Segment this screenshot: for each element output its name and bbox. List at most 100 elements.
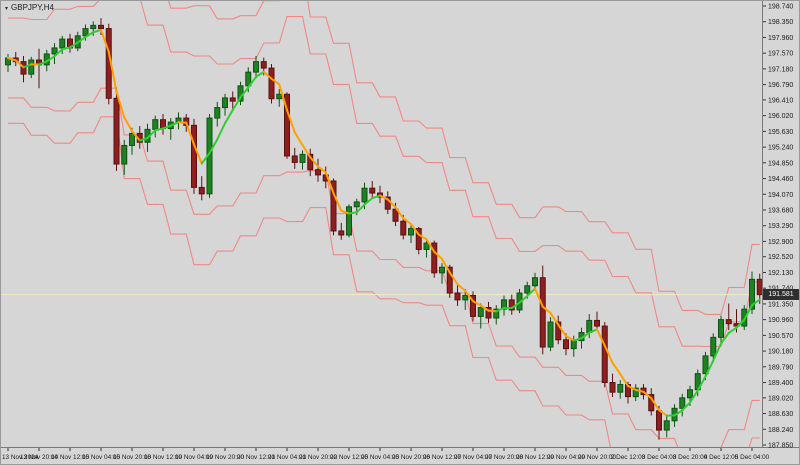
- plot-area[interactable]: [0, 0, 762, 465]
- ma-segment: [177, 121, 188, 124]
- ma-segment: [487, 309, 498, 313]
- candle-body: [493, 308, 500, 319]
- candle-body: [539, 277, 546, 348]
- ma-segment: [379, 194, 389, 201]
- candle: [51, 43, 58, 65]
- price-tick-label: 189.790: [768, 364, 793, 371]
- ma-segment: [696, 375, 707, 392]
- candle: [214, 101, 221, 127]
- price-tick-label: 192.130: [768, 270, 793, 277]
- candle-body: [152, 119, 159, 130]
- ma-segment: [619, 373, 629, 387]
- candle: [113, 87, 120, 171]
- candle: [315, 158, 321, 182]
- ma-segment: [193, 143, 203, 165]
- time-tick-label: 22 Nov 12:00: [330, 454, 368, 461]
- candle-body: [663, 420, 670, 431]
- candle-body: [547, 321, 554, 348]
- price-tick-label: 194.460: [768, 176, 793, 183]
- ma-segment: [720, 331, 730, 345]
- price-tick-label: 196.790: [768, 82, 793, 89]
- current-price-tag: 191.581: [763, 289, 799, 301]
- ma-segment: [286, 109, 296, 134]
- ma-segment: [402, 217, 412, 226]
- price-tick-label: 196.020: [768, 113, 793, 120]
- ma-segment: [107, 50, 118, 93]
- band-upper-outer: [168, 1, 760, 315]
- ma-segment: [549, 312, 560, 326]
- candle: [415, 226, 422, 255]
- ma-segment: [84, 31, 95, 39]
- time-tick-label: 29 Nov 20:00: [578, 454, 616, 461]
- price-tick-label: 198.350: [768, 19, 793, 26]
- time-tick-label: 2 Dec 12:00: [611, 454, 646, 461]
- ma-segment: [14, 59, 25, 69]
- candle-body: [198, 186, 205, 195]
- price-tick-label: 192.900: [768, 239, 793, 246]
- time-tick-label: 3 Dec 04:00: [642, 454, 677, 461]
- candle: [508, 294, 515, 315]
- candle: [268, 64, 275, 104]
- band-lower-outer: [8, 116, 760, 447]
- time-tick-label: 5 Dec 04:00: [735, 454, 770, 461]
- ma-segment: [355, 203, 366, 214]
- candle: [431, 240, 438, 278]
- candle: [555, 315, 562, 345]
- candle-body: [361, 187, 368, 203]
- price-tick-label: 190.960: [768, 317, 793, 324]
- ma-segment: [642, 390, 653, 400]
- ma-segment: [45, 55, 56, 63]
- price-tick-label: 189.400: [768, 380, 793, 387]
- candle-body: [532, 277, 538, 287]
- time-tick-label: 27 Nov 20:00: [485, 454, 523, 461]
- candle: [594, 311, 600, 331]
- candle-body: [369, 187, 376, 194]
- candle-body: [423, 242, 430, 250]
- candle: [485, 301, 492, 323]
- candle: [741, 305, 748, 331]
- ma-segment: [410, 223, 420, 236]
- band-upper-inner: [8, 1, 760, 348]
- price-tick-label: 197.180: [768, 66, 793, 73]
- ma-segment: [154, 127, 164, 132]
- candle: [718, 315, 724, 344]
- price-tick-label: 197.960: [768, 35, 793, 42]
- candle: [284, 92, 290, 159]
- candle-body: [260, 61, 267, 69]
- candle: [477, 303, 484, 329]
- price-tick-label: 194.850: [768, 160, 793, 167]
- candle-body: [214, 107, 221, 119]
- ma-line: [7, 28, 761, 417]
- candle-body: [656, 410, 662, 431]
- candle-body: [121, 144, 128, 165]
- time-tick-label: 13 Nov 20:00: [20, 454, 58, 461]
- ma-segment: [704, 359, 715, 378]
- candle-body: [268, 67, 275, 100]
- ma-segment: [394, 206, 405, 220]
- ma-segment: [270, 77, 281, 86]
- ma-segment: [200, 152, 211, 165]
- candle-body: [601, 325, 608, 384]
- candle-body: [617, 384, 624, 393]
- candle: [338, 222, 345, 240]
- candle-body: [284, 93, 290, 157]
- candle-body: [346, 206, 352, 236]
- ma-segment: [441, 257, 451, 274]
- ma-segment: [100, 28, 110, 53]
- price-tick-label: 192.520: [768, 254, 793, 261]
- ma-segment: [627, 384, 637, 391]
- ma-segment: [650, 397, 660, 412]
- price-tick-label: 193.290: [768, 223, 793, 230]
- candle: [439, 263, 445, 284]
- candle-body: [555, 321, 562, 341]
- price-axis[interactable]: 198.740 198.350 197.960 197.570 197.180 196.7…: [763, 4, 793, 450]
- time-tick-label: 13 Nov 2024: [2, 454, 39, 461]
- price-tick-label: 197.570: [768, 51, 793, 58]
- ma-segment: [216, 122, 226, 141]
- candle: [291, 147, 298, 169]
- ma-segment: [247, 75, 257, 89]
- candle-body: [563, 339, 569, 350]
- candle: [191, 118, 197, 194]
